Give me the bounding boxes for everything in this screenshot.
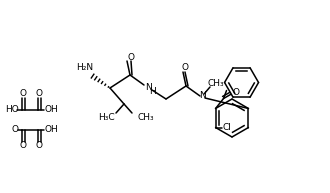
Text: O: O bbox=[36, 90, 43, 98]
Text: HO: HO bbox=[5, 106, 19, 114]
Text: H: H bbox=[149, 87, 156, 96]
Text: O: O bbox=[36, 141, 43, 151]
Text: O: O bbox=[12, 125, 18, 135]
Text: N: N bbox=[200, 91, 206, 100]
Text: O: O bbox=[20, 141, 27, 151]
Text: Cl: Cl bbox=[222, 123, 231, 132]
Text: OH: OH bbox=[44, 125, 58, 135]
Text: H₂N: H₂N bbox=[77, 63, 94, 73]
Text: O: O bbox=[20, 90, 27, 98]
Text: O: O bbox=[127, 52, 135, 62]
Text: H₃C: H₃C bbox=[98, 113, 114, 123]
Text: N: N bbox=[145, 82, 151, 91]
Text: OH: OH bbox=[44, 106, 58, 114]
Text: O: O bbox=[182, 63, 188, 73]
Text: CH₃: CH₃ bbox=[208, 79, 224, 87]
Text: CH₃: CH₃ bbox=[138, 113, 154, 123]
Text: O: O bbox=[232, 88, 239, 97]
